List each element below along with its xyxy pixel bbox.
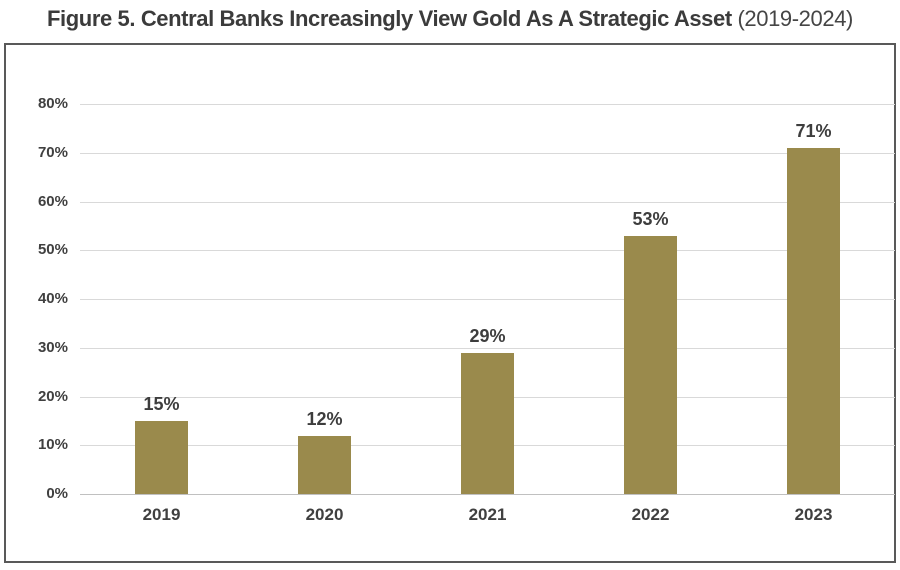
y-axis-tick-label: 70% (37, 143, 68, 161)
bar-2021 (461, 352, 514, 494)
bar-value-label: 71% (795, 120, 832, 141)
bar-value-label: 15% (143, 393, 180, 414)
y-axis-tick-label: 30% (37, 338, 68, 356)
bar-value-label: 12% (306, 408, 343, 429)
x-axis-tick-label: 2019 (142, 505, 181, 524)
bar-value-label: 53% (632, 208, 669, 229)
y-axis-tick-label: 50% (37, 241, 68, 259)
y-axis-tick-label: 60% (37, 192, 68, 210)
bar-2022 (624, 235, 677, 494)
gridline (80, 201, 895, 203)
bar-chart: 0% 10% 20% 30% 40% 50% 60% 70% 80% 15% 2019 12% 2020… (4, 43, 896, 563)
bar-2019 (135, 420, 188, 494)
gridline (80, 104, 895, 105)
figure-title: Figure 5. Central Banks Increasingly Vie… (0, 6, 900, 32)
y-axis-tick-label: 0% (46, 485, 68, 502)
bar-value-label: 29% (469, 325, 506, 346)
bar-2023 (787, 147, 840, 494)
y-axis-tick-label: 40% (37, 290, 68, 307)
x-axis-tick-label: 2021 (468, 505, 507, 524)
y-axis-tick-label: 10% (37, 436, 68, 454)
gridline (80, 494, 895, 495)
figure-title-period: (2019-2024) (731, 6, 853, 31)
gridline (80, 250, 895, 252)
figure-title-main: Figure 5. Central Banks Increasingly Vie… (47, 6, 732, 31)
gridline (80, 299, 895, 300)
bar-2020 (298, 435, 351, 494)
x-axis-tick-label: 2023 (794, 505, 833, 524)
x-axis-tick-label: 2022 (631, 505, 670, 524)
y-axis-tick-label: 80% (37, 95, 68, 112)
x-axis-tick-label: 2020 (305, 505, 344, 524)
gridline (80, 152, 895, 154)
gridline (80, 347, 895, 349)
y-axis-tick-label: 20% (37, 387, 68, 405)
